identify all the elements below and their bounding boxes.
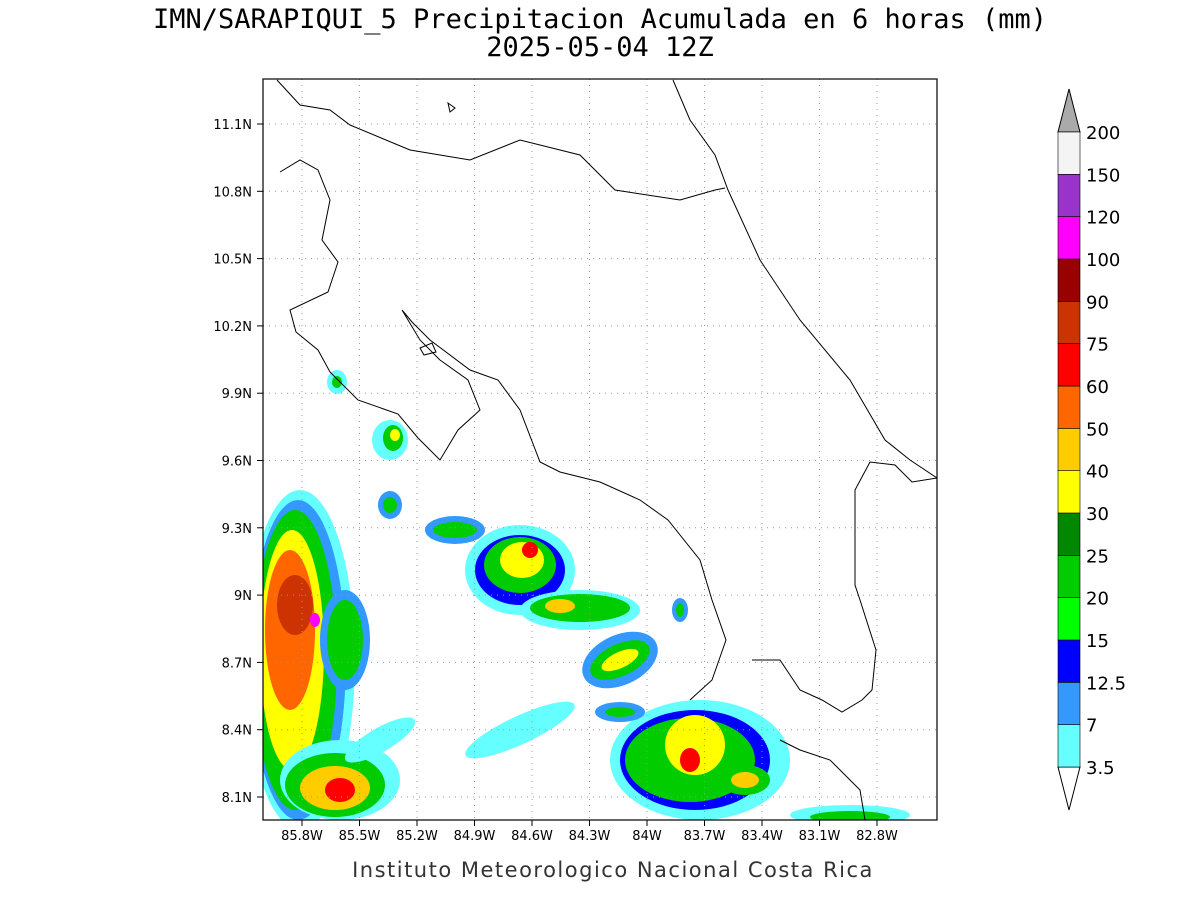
lat-label: 10.5N: [213, 253, 252, 268]
colorbar-box: [1057, 724, 1081, 768]
lat-label: 9.6N: [222, 455, 252, 470]
colorbar-label: 7: [1086, 716, 1097, 737]
lon-label: 84.9W: [454, 829, 496, 844]
colorbar-label: 40: [1086, 462, 1109, 483]
lon-label: 84.6W: [511, 829, 553, 844]
colorbar-label: 25: [1086, 546, 1109, 567]
graticule: 11.1N 10.8N 10.5N 10.2N 9.9N 9.6N 9.3N 9N 8.7N 8.…: [213, 79, 937, 844]
lon-label: 84.3W: [569, 829, 611, 844]
colorbar-under: [1057, 766, 1081, 811]
colorbar-box: [1057, 174, 1081, 217]
colorbar-label: 60: [1086, 377, 1109, 398]
colorbar-box: [1057, 555, 1081, 598]
lon-label: 82.8W: [856, 829, 898, 844]
colorbar-box: [1057, 216, 1081, 260]
colorbar-label: 75: [1086, 335, 1109, 356]
colorbar-box: [1057, 597, 1081, 641]
colorbar-box: [1057, 301, 1081, 344]
colorbar-box: [1057, 470, 1081, 514]
coastlines: [276, 79, 937, 820]
colorbar-over: [1057, 88, 1081, 133]
colorbar-label: 15: [1086, 631, 1109, 652]
lon-label: 85.2W: [396, 829, 438, 844]
lat-label: 9.9N: [222, 387, 252, 402]
colorbar-box: [1057, 343, 1081, 387]
lon-label: 83.4W: [741, 829, 783, 844]
colorbar-label: 100: [1086, 250, 1120, 271]
rain-central: [327, 370, 658, 763]
lon-label: 85.5W: [339, 829, 381, 844]
lat-label: 11.1N: [213, 118, 252, 133]
title: IMN/SARAPIQUI_5 Precipitacion Acumulada …: [153, 4, 1047, 35]
lat-label: 10.2N: [213, 320, 252, 335]
colorbar-label: 90: [1086, 292, 1109, 313]
rain-east: [595, 598, 910, 820]
colorbar-label: 150: [1086, 165, 1120, 186]
colorbar-label: 50: [1086, 419, 1109, 440]
lat-label: 8.1N: [222, 791, 252, 806]
colorbar-box: [1057, 131, 1081, 175]
lon-label: 85.8W: [281, 829, 323, 844]
colorbar-box: [1057, 512, 1081, 556]
colorbar-label: 30: [1086, 504, 1109, 525]
precipitation-field: [263, 370, 910, 820]
footer: Instituto Meteorologico Nacional Costa R…: [352, 858, 874, 882]
colorbar-box: [1057, 428, 1081, 471]
lat-label: 9.3N: [222, 522, 252, 537]
lon-label: 83.1W: [799, 829, 841, 844]
map-frame: [262, 78, 938, 821]
lat-label: 8.7N: [222, 656, 252, 671]
colorbar: 3.5 7 12.5 15 20 25 30 40 50 60 75 90 100 120 150 200: [1057, 88, 1126, 811]
lat-label: 9N: [234, 589, 252, 604]
lat-label: 10.8N: [213, 185, 252, 200]
colorbar-box: [1057, 682, 1081, 725]
lon-label: 83.7W: [684, 829, 726, 844]
colorbar-box: [1057, 639, 1081, 683]
colorbar-label: 12.5: [1086, 673, 1126, 694]
subtitle: 2025-05-04 12Z: [486, 32, 714, 63]
colorbar-label: 120: [1086, 208, 1120, 229]
lon-label: 84W: [632, 829, 662, 844]
colorbar-label: 20: [1086, 589, 1109, 610]
lat-label: 8.4N: [222, 724, 252, 739]
colorbar-label: 3.5: [1086, 758, 1115, 779]
colorbar-label: 200: [1086, 123, 1120, 144]
colorbar-box: [1057, 258, 1081, 302]
colorbar-box: [1057, 385, 1081, 429]
rain-west: [263, 490, 400, 820]
